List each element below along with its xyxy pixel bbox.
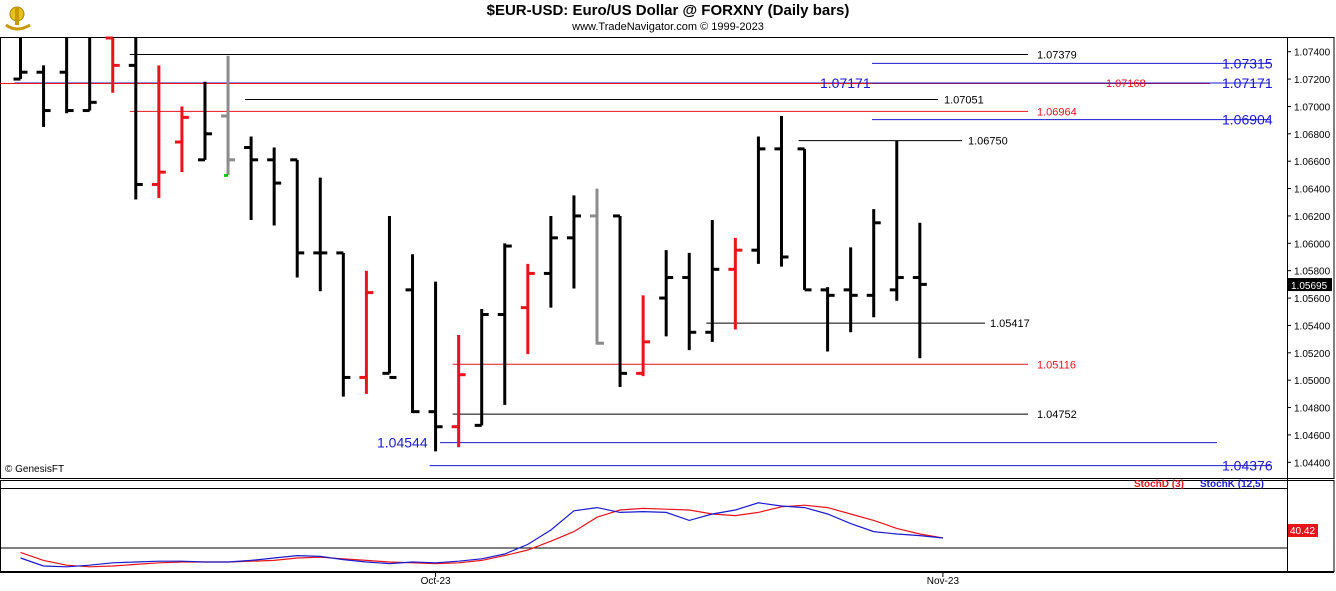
chart-frame: Oct-23 Nov-23 (0, 37, 1335, 587)
chart-subtitle: www.TradeNavigator.com © 1999-2023 (572, 21, 764, 33)
y-tick-label: 1.06800 (1294, 130, 1331, 141)
level-label: 1.06750 (968, 136, 1008, 148)
y-tick-label: 1.05800 (1294, 267, 1331, 278)
y-tick-label: 1.07200 (1294, 75, 1331, 86)
legend-stochD: StochD (3) (1134, 479, 1184, 490)
level-label: 1.04752 (1037, 409, 1077, 421)
level-label: 1.07379 (1037, 50, 1077, 62)
stochastic-panel: StochD (3)StochK (12,5)5040.42 (0, 479, 1318, 568)
price-panel-border (0, 37, 1335, 479)
y-tick-label: 1.04800 (1294, 404, 1331, 415)
level-label: 1.04544 (377, 435, 428, 451)
stochK-line (20, 502, 943, 568)
y-tick-label: 1.06200 (1294, 212, 1331, 223)
level-label: 1.07315 (1222, 55, 1273, 71)
stoch-panel-border (0, 480, 1335, 572)
level-lines: 1.07379 1.07315 1.07171 1.07051 1.06964 1.069… (0, 50, 1273, 474)
last-price-label: 1.05695 (1291, 281, 1328, 292)
x-tick-label: Nov-23 (927, 576, 960, 587)
y-tick-label: 1.05000 (1294, 376, 1331, 387)
green-mark (224, 173, 229, 177)
genesis-credit: © GenesisFT (5, 464, 64, 475)
y-tick-label: 1.06600 (1294, 157, 1331, 168)
y-tick-label: 1.07400 (1294, 48, 1331, 59)
last-price-box (1288, 278, 1332, 292)
legend-stochK: StochK (12,5) (1200, 479, 1264, 490)
price-axis: 1.07400 1.07200 1.07000 1.06800 1.06600 1.064… (1287, 48, 1332, 469)
level-label: 1.05116 (1037, 359, 1076, 371)
stochD-line (20, 504, 944, 568)
x-tick-label: Oct-23 (421, 576, 451, 587)
y-tick-label: 1.04400 (1294, 458, 1331, 469)
level-label: 1.04376 (1222, 458, 1273, 474)
level-label: 1.07051 (944, 94, 984, 106)
y-tick-label: 1.05400 (1294, 321, 1331, 332)
y-tick-label: 1.07000 (1294, 102, 1331, 113)
y-tick-label: 1.06000 (1294, 239, 1331, 250)
level-label: 1.07171 (1222, 75, 1273, 91)
level-label: 1.05417 (990, 318, 1030, 330)
price-bars (13, 36, 927, 452)
genesis-logo-icon (5, 6, 31, 31)
level-label: 1.06904 (1222, 112, 1273, 128)
y-tick-label: 1.05200 (1294, 349, 1331, 360)
chart-title: $EUR-USD: Euro/US Dollar @ FORXNY (Daily… (486, 2, 850, 19)
y-tick-label: 1.05600 (1294, 294, 1331, 305)
stoch-last-label: 40.42 (1290, 526, 1315, 537)
stoch-last-box (1288, 524, 1318, 537)
y-tick-label: 1.04600 (1294, 431, 1331, 442)
level-label: 1.07168 (1106, 78, 1146, 90)
level-label: 1.07171 (820, 75, 871, 91)
y-tick-label: 1.06400 (1294, 185, 1331, 196)
level-label: 1.06964 (1037, 106, 1077, 118)
